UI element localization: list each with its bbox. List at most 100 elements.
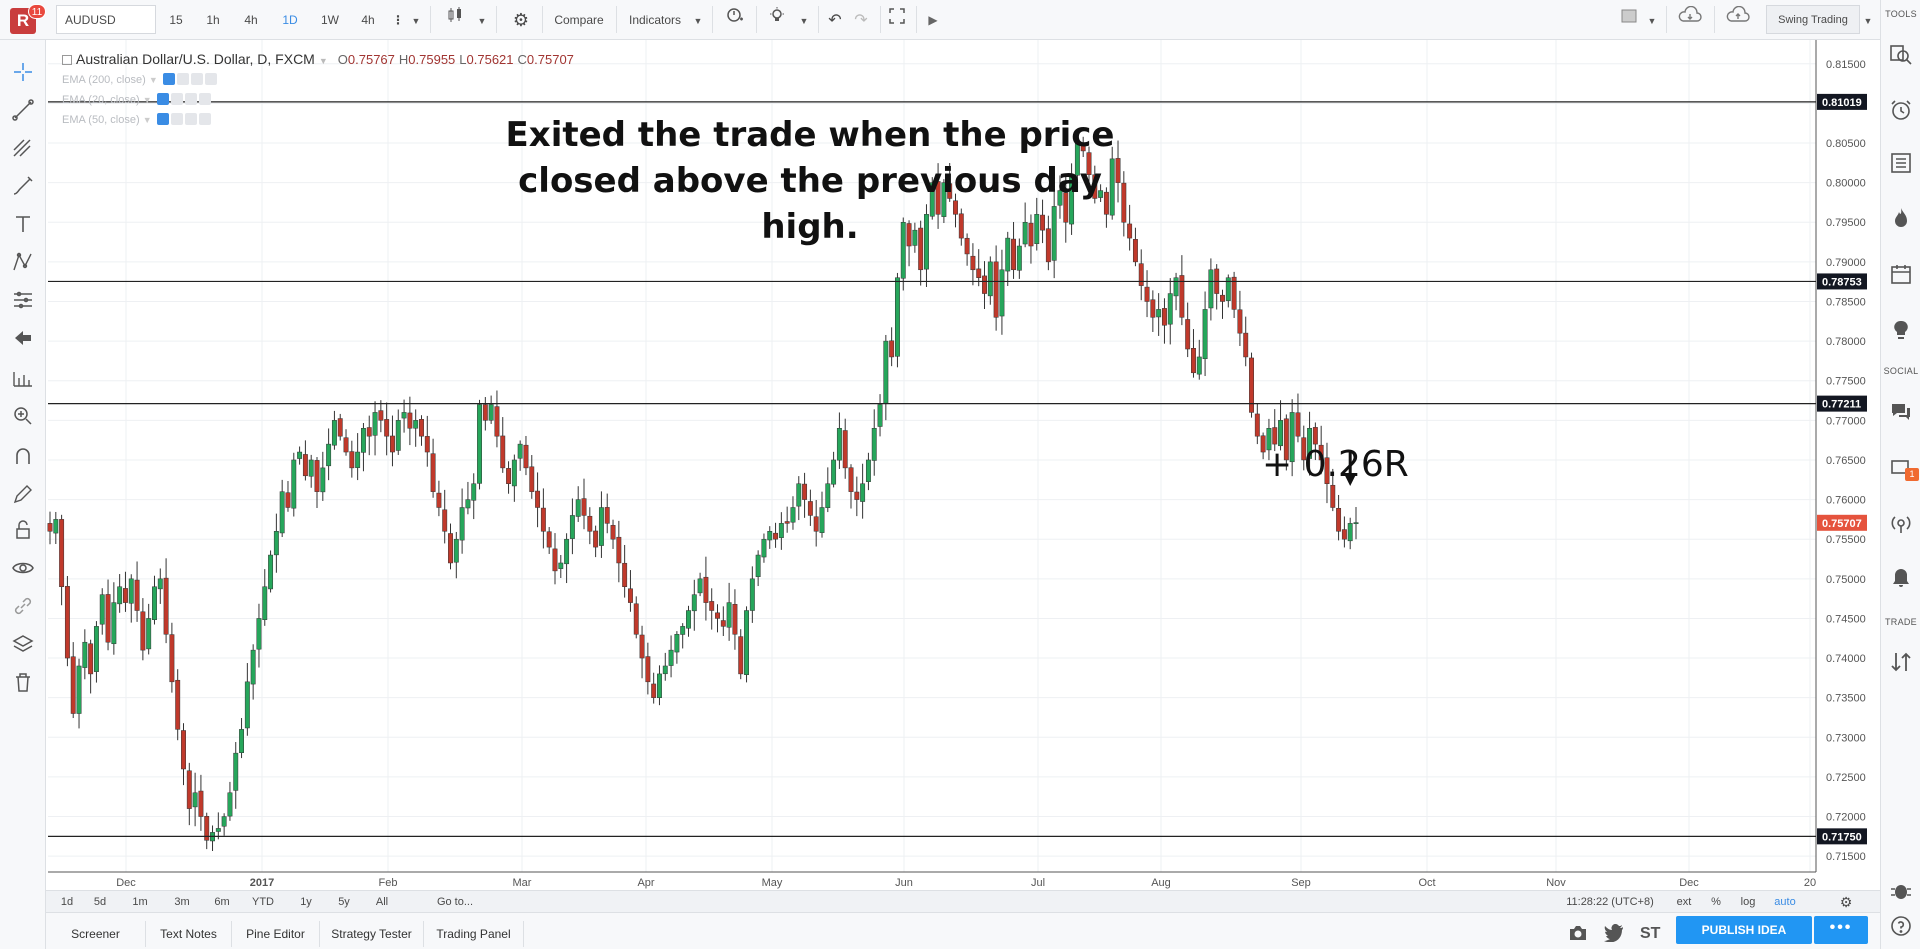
more-intervals-icon[interactable]: ⋮ (392, 13, 404, 27)
scale-settings-gear-icon[interactable]: ⚙ (1839, 894, 1853, 910)
back-arrow-icon[interactable] (11, 326, 35, 350)
publish-idea-button[interactable]: PUBLISH IDEA (1676, 916, 1812, 944)
bar-replay-bulb-icon[interactable] (762, 5, 792, 34)
data-window-icon[interactable] (1889, 151, 1913, 175)
tab-text-notes[interactable]: Text Notes (146, 921, 232, 947)
tab-strategy-tester[interactable]: Strategy Tester (320, 921, 424, 947)
chart-style-dropdown-icon[interactable]: ▼ (477, 16, 487, 26)
interval-15[interactable]: 15 (169, 13, 183, 27)
magnet-icon[interactable] (11, 444, 35, 468)
interval-4h[interactable]: 4h (244, 13, 258, 27)
range-5y[interactable]: 5y (338, 896, 350, 908)
pitchfork-icon[interactable] (11, 136, 35, 160)
undo-icon[interactable]: ↶ (828, 12, 842, 29)
cloud-save-icon[interactable] (1720, 5, 1756, 34)
range-3m[interactable]: 3m (174, 896, 190, 908)
collapse-legend-icon[interactable] (62, 55, 72, 65)
private-messages-icon[interactable] (1889, 456, 1913, 480)
trading-arrows-icon[interactable] (1889, 650, 1913, 674)
hotlist-flame-icon[interactable] (1889, 206, 1913, 230)
watchlist-search-icon[interactable] (1889, 43, 1913, 67)
trash-icon[interactable] (11, 670, 35, 694)
ema-visibility-eye-icon[interactable] (156, 113, 169, 125)
ema-settings-icon[interactable] (176, 73, 189, 85)
auto-scale-toggle[interactable]: auto (1774, 896, 1796, 908)
layout-name-button[interactable]: Swing Trading (1766, 5, 1860, 34)
interval-1d[interactable]: 1D (282, 13, 298, 27)
trade-exit-note[interactable]: Exited the trade when the price closed a… (505, 115, 1115, 247)
redo-icon[interactable]: ↷ (854, 12, 868, 29)
symbol-search-input[interactable]: AUDUSD (56, 5, 156, 34)
twitter-share-icon[interactable] (1604, 924, 1624, 942)
ema-remove-icon[interactable] (198, 93, 211, 105)
text-tool-icon[interactable] (11, 212, 35, 236)
layout-dropdown-icon[interactable]: ▼ (1647, 16, 1657, 26)
tab-pine-editor[interactable]: Pine Editor (232, 921, 320, 947)
stay-drawing-pencil-icon[interactable] (11, 482, 35, 506)
publish-more-button[interactable]: ••• (1814, 916, 1868, 944)
ema-50-legend[interactable]: EMA (50, close) ▼ (62, 113, 211, 126)
range-1d[interactable]: 1d (60, 896, 74, 908)
ema-visibility-eye-icon[interactable] (162, 73, 175, 85)
fullscreen-icon[interactable] (882, 5, 912, 34)
ema-settings-icon[interactable] (170, 93, 183, 105)
indicators-button[interactable]: Indicators (628, 13, 682, 27)
clock-timezone[interactable]: 11:28:22 (UTC+8) (1566, 896, 1654, 908)
price-chart[interactable]: 0.815000.810000.805000.800000.795000.790… (46, 40, 1880, 890)
range-1y[interactable]: 1y (300, 896, 312, 908)
eye-icon[interactable] (11, 556, 35, 580)
ema-add-icon[interactable] (184, 93, 197, 105)
bug-report-icon[interactable] (1889, 878, 1913, 902)
pattern-tool-icon[interactable] (11, 250, 35, 274)
indicators-dropdown-icon[interactable]: ▼ (693, 16, 703, 26)
interval-dropdown-icon[interactable]: ▼ (411, 16, 421, 26)
replay-dropdown-icon[interactable]: ▼ (799, 16, 809, 26)
tab-screener[interactable]: Screener (46, 921, 146, 947)
cloud-load-icon[interactable] (1672, 5, 1708, 34)
ema-20-legend[interactable]: EMA (20, close) ▼ (62, 93, 211, 106)
percent-scale-toggle[interactable]: % (1711, 896, 1721, 908)
help-icon[interactable] (1889, 914, 1913, 938)
crosshair-icon[interactable] (11, 60, 35, 84)
alarm-clock-icon[interactable] (1889, 98, 1913, 122)
zoom-icon[interactable] (11, 404, 35, 428)
snapshot-camera-icon[interactable] (1568, 924, 1588, 942)
interval-1h[interactable]: 1h (206, 13, 220, 27)
layout-menu-dropdown-icon[interactable]: ▼ (1863, 16, 1873, 26)
ema-remove-icon[interactable] (204, 73, 217, 85)
ema-remove-icon[interactable] (198, 113, 211, 125)
ema-add-icon[interactable] (190, 73, 203, 85)
link-icon[interactable] (11, 594, 35, 618)
forward-play-icon[interactable]: ▶ (928, 13, 938, 27)
alert-clock-icon[interactable] (720, 5, 750, 34)
interval-1w[interactable]: 1W (321, 13, 339, 27)
chart-settings-gear-icon[interactable]: ⚙ (512, 10, 530, 30)
tab-trading-panel[interactable]: Trading Panel (424, 921, 524, 947)
stocktwits-share-button[interactable]: ST (1640, 925, 1661, 942)
range-5d[interactable]: 5d (93, 896, 107, 908)
lock-icon[interactable] (11, 518, 35, 542)
range-ytd[interactable]: YTD (252, 896, 274, 908)
prediction-tool-icon[interactable] (11, 288, 35, 312)
layers-icon[interactable] (11, 632, 35, 656)
notifications-bell-icon[interactable] (1889, 566, 1913, 590)
range-1m[interactable]: 1m (132, 896, 148, 908)
ema-add-icon[interactable] (184, 113, 197, 125)
ema-settings-icon[interactable] (170, 113, 183, 125)
compare-button[interactable]: Compare (554, 13, 604, 27)
streams-broadcast-icon[interactable] (1889, 512, 1913, 536)
brush-icon[interactable] (11, 174, 35, 198)
extended-hours-toggle[interactable]: ext (1676, 896, 1692, 908)
measure-icon[interactable] (11, 366, 35, 390)
trend-line-icon[interactable] (11, 98, 35, 122)
log-scale-toggle[interactable]: log (1740, 896, 1756, 908)
go-to-date-button[interactable]: Go to... (436, 896, 474, 908)
chart-style-candles-icon[interactable] (440, 5, 470, 34)
range-6m[interactable]: 6m (214, 896, 230, 908)
ema-200-legend[interactable]: EMA (200, close) ▼ (62, 73, 217, 86)
range-all[interactable]: All (375, 896, 389, 908)
interval-4h-extra[interactable]: 4h (361, 13, 375, 27)
layout-grid-icon[interactable] (1614, 5, 1644, 34)
calendar-icon[interactable] (1889, 262, 1913, 286)
chat-icon[interactable] (1889, 400, 1913, 424)
